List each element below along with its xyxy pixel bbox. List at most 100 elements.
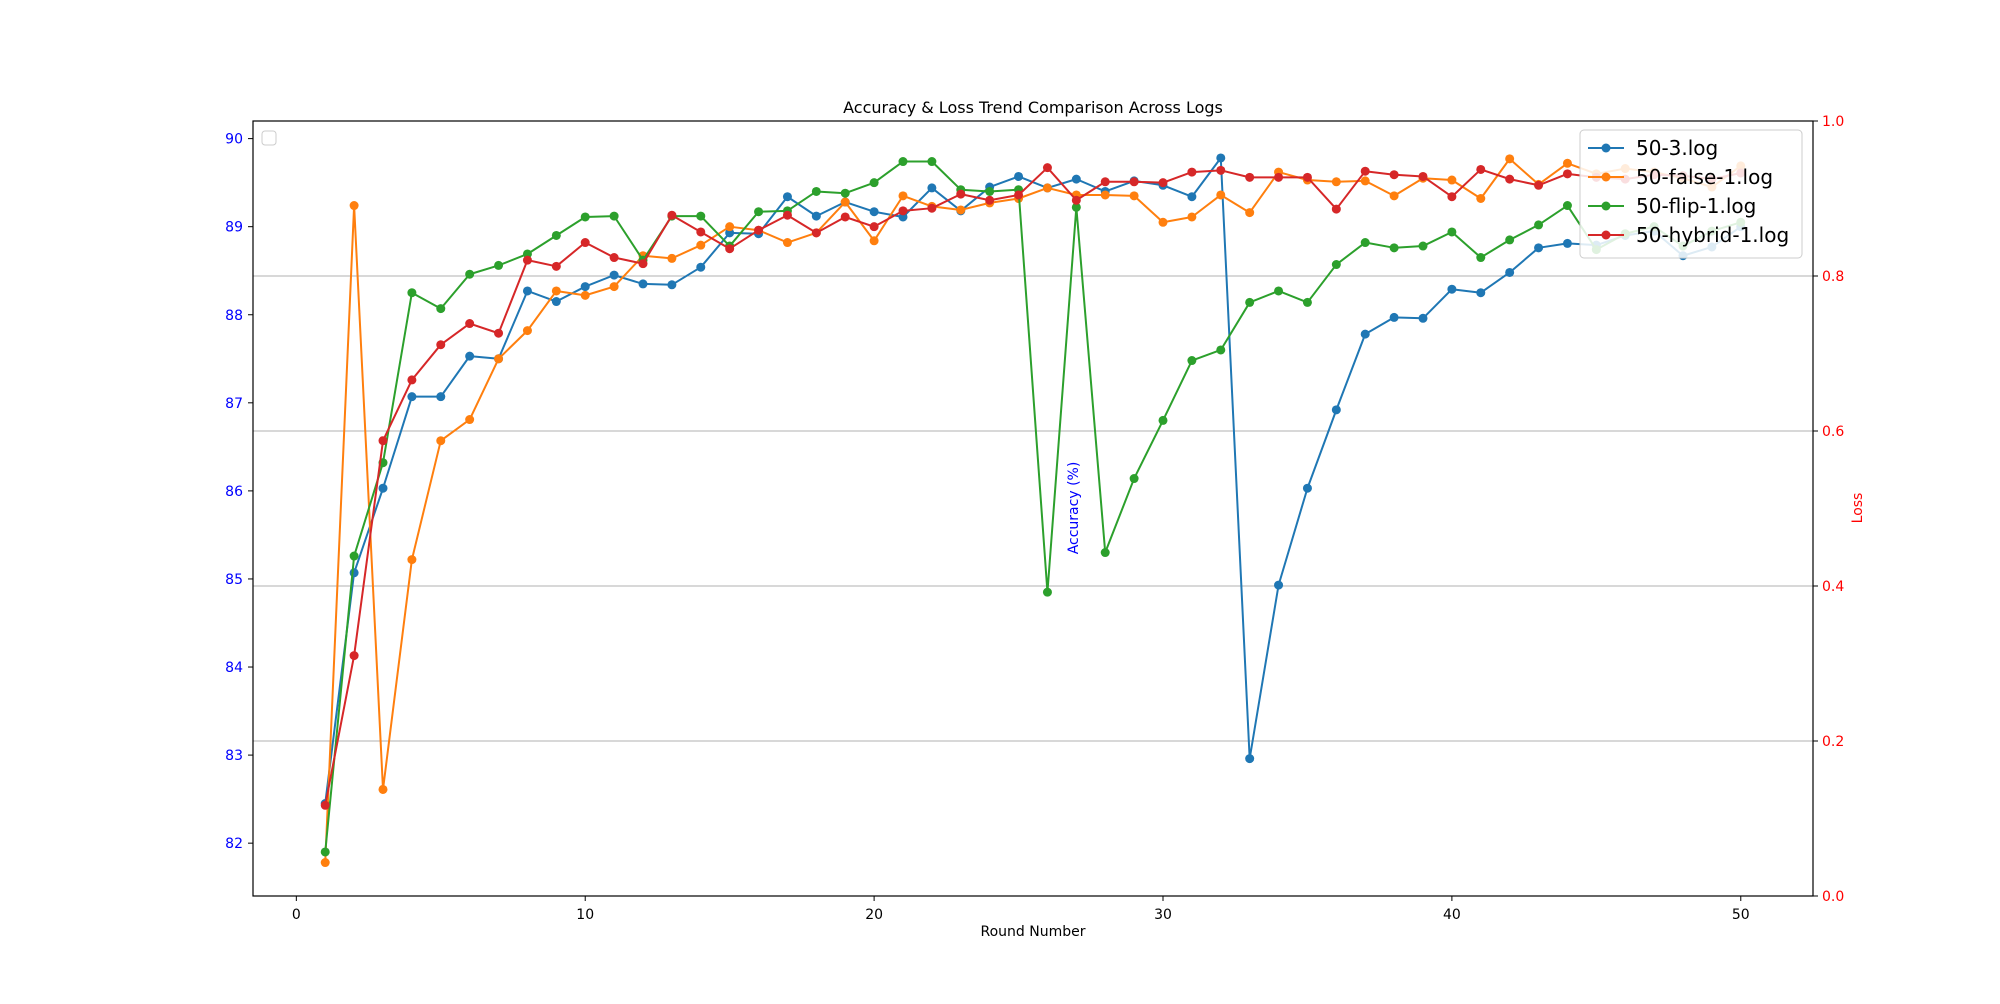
data-point	[378, 483, 388, 493]
right-axis-tick-label: 0.8	[1822, 269, 1844, 285]
data-point	[1534, 180, 1544, 190]
data-point	[378, 436, 388, 446]
data-point	[1245, 297, 1255, 307]
data-point	[1071, 174, 1081, 184]
data-point	[1302, 297, 1312, 307]
data-point	[1042, 163, 1052, 173]
data-point	[1014, 171, 1024, 181]
data-point	[609, 270, 619, 280]
plot-frame	[252, 120, 1814, 897]
left-axis-tick-label: 84	[225, 660, 243, 676]
data-point	[1187, 212, 1197, 222]
data-point	[436, 304, 446, 314]
data-point	[320, 858, 330, 868]
data-point	[869, 236, 879, 246]
data-point	[1331, 405, 1341, 415]
chart-title: Accuracy & Loss Trend Comparison Across …	[843, 98, 1223, 117]
data-point	[407, 555, 417, 565]
legend-swatch-marker	[1601, 230, 1611, 240]
data-point	[840, 197, 850, 207]
data-point	[320, 800, 330, 810]
series-line	[324, 157, 1742, 863]
ticks-layer: 0.0 0.2 0.4 0.6 0.8 1.0 82 83 84 85 86 87 88 89 90 0 10 2…	[225, 114, 1844, 923]
data-point	[378, 784, 388, 794]
data-point	[1562, 158, 1572, 168]
data-point	[1505, 267, 1515, 277]
data-point	[1071, 202, 1081, 212]
data-point	[1274, 580, 1284, 590]
data-point	[1418, 313, 1428, 323]
x-axis-tick-label: 20	[865, 907, 883, 923]
data-point	[956, 189, 966, 199]
data-point	[1389, 191, 1399, 201]
data-point	[1071, 195, 1081, 205]
left-axis-tick-label: 86	[225, 484, 243, 500]
data-point	[1360, 238, 1370, 248]
x-axis-tick-label: 30	[1154, 907, 1172, 923]
legend: 50-3.log 50-false-1.log 50-flip-1.log 50-hy…	[1579, 129, 1803, 259]
data-point	[494, 354, 504, 364]
data-point	[1476, 253, 1486, 263]
data-point	[667, 253, 677, 263]
data-point	[696, 262, 706, 272]
data-point	[1216, 345, 1226, 355]
data-point	[869, 178, 879, 188]
legend-item: 50-3.log	[1588, 136, 1718, 160]
legend-box	[1579, 129, 1803, 259]
data-point	[811, 211, 821, 221]
data-point	[1302, 172, 1312, 182]
left-axis-tick-label: 82	[225, 836, 243, 852]
data-point	[898, 191, 908, 201]
data-point	[898, 157, 908, 167]
data-point	[869, 222, 879, 232]
data-point	[782, 192, 792, 202]
data-point	[1129, 191, 1139, 201]
data-point	[1245, 172, 1255, 182]
data-point	[320, 847, 330, 857]
data-point	[1158, 415, 1168, 425]
data-point	[667, 210, 677, 220]
left-y-axis-label: Accuracy (%)	[1066, 462, 1082, 555]
legend-item: 50-flip-1.log	[1588, 194, 1756, 218]
data-point	[1187, 356, 1197, 366]
data-point	[1534, 243, 1544, 253]
data-point	[840, 188, 850, 198]
data-point	[1216, 153, 1226, 163]
data-point	[1562, 238, 1572, 248]
data-point	[696, 211, 706, 221]
legend-item: 50-hybrid-1.log	[1588, 223, 1789, 247]
left-axis-tick-label: 83	[225, 748, 243, 764]
x-axis-tick-label: 50	[1732, 907, 1750, 923]
data-point	[754, 225, 764, 235]
data-point	[1562, 201, 1572, 211]
data-point	[465, 319, 475, 329]
legend-label: 50-flip-1.log	[1636, 194, 1756, 218]
data-point	[667, 280, 677, 290]
data-point	[1274, 172, 1284, 182]
x-axis-label: Round Number	[981, 924, 1086, 940]
data-point	[1100, 190, 1110, 200]
data-point	[407, 392, 417, 402]
data-point	[898, 212, 908, 222]
data-point	[522, 286, 532, 296]
left-axis-tick-label: 90	[225, 132, 243, 148]
series-4	[320, 163, 1746, 810]
data-point	[840, 212, 850, 222]
data-point	[494, 328, 504, 338]
data-point	[1447, 227, 1457, 237]
series-layer	[320, 153, 1746, 868]
data-point	[349, 568, 359, 578]
data-point	[1389, 312, 1399, 322]
legend-item: 50-false-1.log	[1588, 165, 1773, 189]
data-point	[580, 282, 590, 292]
data-point	[1476, 164, 1486, 174]
legend-label: 50-false-1.log	[1636, 165, 1773, 189]
data-point	[1389, 243, 1399, 253]
data-point	[522, 249, 532, 259]
data-point	[696, 240, 706, 250]
data-point	[1505, 154, 1515, 164]
data-point	[551, 230, 561, 240]
data-point	[1562, 169, 1572, 179]
data-point	[898, 206, 908, 216]
